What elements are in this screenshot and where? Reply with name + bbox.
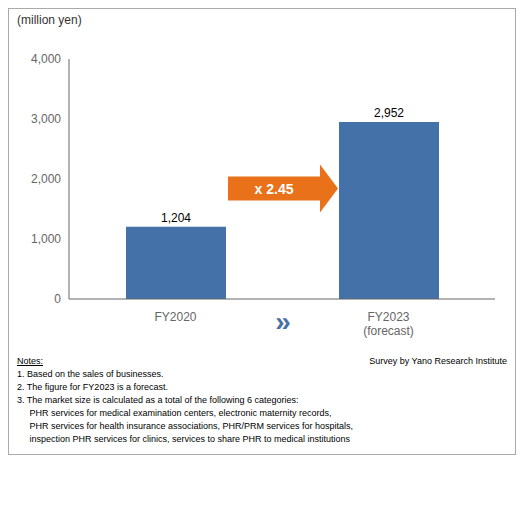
html-text:2. The figure for FY2023 is a: 2. The figure for FY2023 is a forecast. [17,382,168,392]
html-text:Notes:: Notes: [17,356,43,366]
svg-text:2,952: 2,952 [374,106,404,120]
html-text:(million yen): (million yen) [17,13,82,27]
html-text:PHR services for health insura: PHR services for health insurance associ… [17,421,354,431]
svg-text:x 2.45: x 2.45 [255,181,294,197]
svg-text:2,000: 2,000 [31,172,61,186]
svg-text:»: » [275,306,291,337]
svg-text:3,000: 3,000 [31,112,61,126]
html-text:1. Based on the sales of busin: 1. Based on the sales of businesses. [17,369,164,379]
html-text:Survey by Yano Research Instit: Survey by Yano Research Institute [369,356,507,366]
svg-text:FY2023(forecast): FY2023(forecast) [363,310,414,338]
svg-text:1,000: 1,000 [31,232,61,246]
html-text:inspection PHR services for cl: inspection PHR services for clinics, ser… [17,434,351,444]
html-text:PHR services for medical exami: PHR services for medical examination cen… [17,408,332,418]
svg-text:4,000: 4,000 [31,52,61,66]
svg-text:0: 0 [54,292,61,306]
html-text:3. The market size is calculat: 3. The market size is calculated as a to… [17,395,299,405]
svg-text:FY2020: FY2020 [154,310,196,324]
svg-text:1,204: 1,204 [161,211,191,225]
